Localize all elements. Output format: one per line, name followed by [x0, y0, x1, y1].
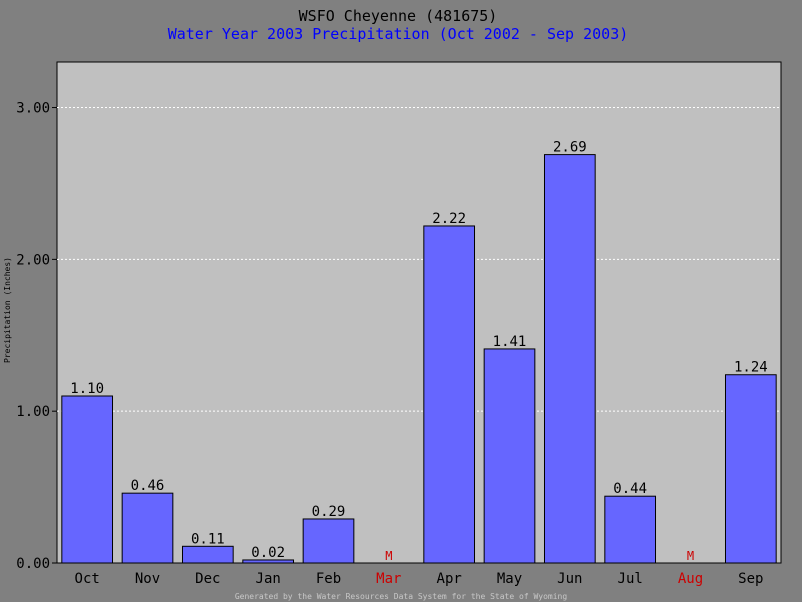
bar-jun: [543, 154, 596, 564]
x-tick-label: Feb: [316, 571, 341, 587]
x-tick-label: Jul: [618, 571, 643, 587]
chart-subtitle: Water Year 2003 Precipitation (Oct 2002 …: [168, 25, 629, 43]
y-tick-label: 1.00: [16, 404, 50, 420]
y-tick-label: 3.00: [16, 101, 50, 117]
y-tick-label: 0.00: [16, 556, 50, 572]
bar-dec: [181, 545, 234, 564]
data-label: 0.44: [613, 481, 647, 497]
missing-marker: M: [385, 549, 392, 563]
y-axis-ticks: 0.00 1.00 2.00 3.00: [16, 101, 57, 572]
data-label: 1.10: [70, 381, 104, 397]
bar-may: [483, 348, 536, 564]
x-axis-ticks: Oct Nov Dec Jan Feb Mar Apr May Jun Jul Aug Sep: [75, 571, 764, 587]
x-tick-label: Jun: [557, 571, 582, 587]
x-tick-label: Mar: [376, 571, 401, 587]
x-tick-label: May: [497, 571, 522, 587]
x-tick-label: Aug: [678, 571, 703, 587]
y-axis-label: Precipitation (Inches): [3, 257, 12, 363]
data-label: 2.22: [432, 211, 466, 227]
bar-sep: [724, 374, 777, 564]
bar-jan: [242, 559, 295, 564]
y-tick-label: 2.00: [16, 252, 50, 268]
bar-jul: [604, 495, 657, 564]
plot-area: [56, 61, 782, 564]
missing-marker: M: [687, 549, 694, 563]
grid-layer: [57, 107, 781, 412]
x-tick-label: Dec: [195, 571, 220, 587]
x-tick-label: Sep: [738, 571, 763, 587]
bar-feb: [302, 518, 355, 564]
bar-oct: [61, 395, 114, 564]
x-tick-label: Apr: [437, 571, 462, 587]
bars-layer: 1.10 0.46 0.11 0.02 0.29 M 2.22 1.41 2.69 0.44 M 1.…: [61, 140, 777, 564]
data-label: 0.46: [131, 478, 165, 494]
data-label: 0.02: [251, 545, 285, 561]
x-tick-label: Jan: [256, 571, 281, 587]
data-label: 0.29: [312, 504, 346, 520]
chart-title: WSFO Cheyenne (481675): [299, 7, 498, 25]
bar-apr: [423, 225, 476, 564]
footer-credit: Generated by the Water Resources Data Sy…: [235, 592, 568, 601]
data-label: 1.41: [493, 334, 527, 350]
bar-nov: [121, 492, 174, 564]
data-label: 2.69: [553, 140, 587, 156]
x-tick-label: Oct: [75, 571, 100, 587]
data-label: 0.11: [191, 531, 225, 547]
x-tick-label: Nov: [135, 571, 160, 587]
data-label: 1.24: [734, 360, 768, 376]
